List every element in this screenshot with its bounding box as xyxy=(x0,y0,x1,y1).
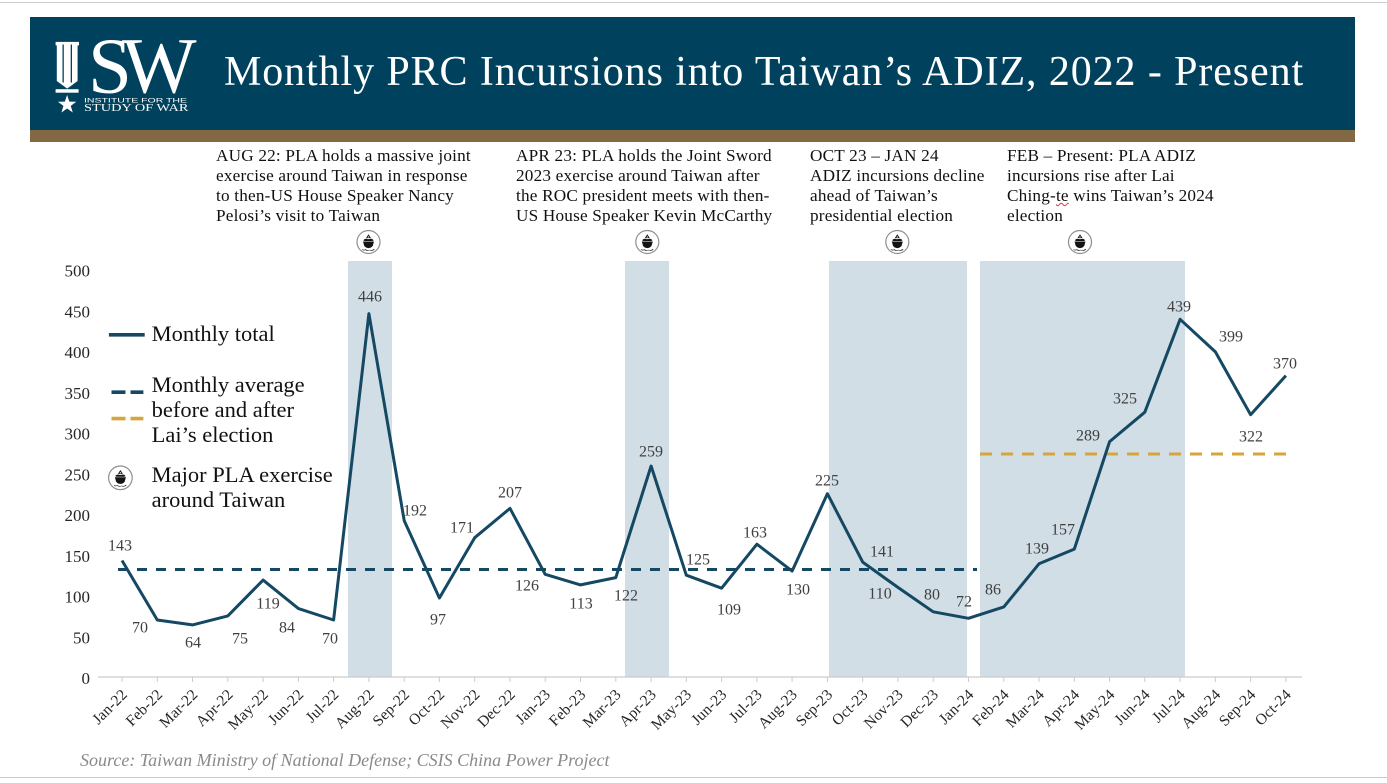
svg-text:70: 70 xyxy=(132,619,148,636)
svg-text:0: 0 xyxy=(82,669,91,688)
svg-text:139: 139 xyxy=(1025,540,1049,557)
svg-text:150: 150 xyxy=(65,547,91,566)
svg-text:Aug-23: Aug-23 xyxy=(755,686,801,732)
svg-text:97: 97 xyxy=(430,611,446,628)
svg-text:350: 350 xyxy=(65,384,91,403)
svg-text:70: 70 xyxy=(322,630,338,647)
svg-text:72: 72 xyxy=(956,593,972,610)
svg-text:200: 200 xyxy=(65,506,91,525)
svg-text:STUDY OF WAR: STUDY OF WAR xyxy=(84,103,190,114)
svg-text:400: 400 xyxy=(65,343,91,362)
svg-text:Dec-23: Dec-23 xyxy=(897,686,942,731)
svg-text:322: 322 xyxy=(1239,428,1263,445)
svg-text:S: S xyxy=(88,25,132,111)
svg-text:143: 143 xyxy=(108,537,132,554)
svg-text:192: 192 xyxy=(403,502,427,519)
svg-text:126: 126 xyxy=(515,577,539,594)
svg-text:119: 119 xyxy=(256,595,279,612)
svg-text:Nov-22: Nov-22 xyxy=(438,686,484,732)
svg-text:50: 50 xyxy=(73,628,90,647)
svg-text:370: 370 xyxy=(1273,355,1297,372)
svg-text:109: 109 xyxy=(717,601,741,618)
svg-text:450: 450 xyxy=(65,302,91,321)
svg-text:Mar-24: Mar-24 xyxy=(1003,686,1048,731)
svg-text:Jan-22: Jan-22 xyxy=(89,686,131,728)
svg-text:84: 84 xyxy=(279,619,295,636)
svg-text:W: W xyxy=(122,25,197,111)
svg-text:325: 325 xyxy=(1113,390,1137,407)
svg-text:Sep-24: Sep-24 xyxy=(1216,686,1260,730)
svg-text:Sep-22: Sep-22 xyxy=(370,686,413,729)
svg-text:399: 399 xyxy=(1219,328,1243,345)
svg-text:Aug-22: Aug-22 xyxy=(332,686,378,732)
svg-text:225: 225 xyxy=(815,472,839,489)
svg-text:122: 122 xyxy=(614,587,638,604)
svg-text:Jun-22: Jun-22 xyxy=(265,686,307,728)
svg-text:141: 141 xyxy=(870,543,894,560)
svg-text:Mar-22: Mar-22 xyxy=(156,686,201,731)
svg-text:300: 300 xyxy=(65,425,91,444)
svg-text:Dec-22: Dec-22 xyxy=(474,686,519,731)
svg-text:64: 64 xyxy=(185,634,201,651)
svg-text:INSTITUTE FOR THE: INSTITUTE FOR THE xyxy=(84,98,187,105)
svg-text:Jun-23: Jun-23 xyxy=(688,686,730,728)
svg-text:446: 446 xyxy=(358,288,382,305)
svg-text:500: 500 xyxy=(65,262,91,281)
svg-text:75: 75 xyxy=(232,630,248,647)
svg-text:113: 113 xyxy=(569,595,592,612)
svg-text:86: 86 xyxy=(985,581,1001,598)
svg-text:163: 163 xyxy=(743,524,767,541)
svg-text:171: 171 xyxy=(450,519,474,536)
svg-text:80: 80 xyxy=(924,586,940,603)
svg-text:289: 289 xyxy=(1076,427,1100,444)
svg-text:Sep-23: Sep-23 xyxy=(793,686,837,730)
svg-text:130: 130 xyxy=(786,581,810,598)
svg-text:207: 207 xyxy=(498,484,522,501)
svg-text:100: 100 xyxy=(65,588,91,607)
svg-text:Nov-23: Nov-23 xyxy=(861,686,907,732)
svg-text:May-22: May-22 xyxy=(225,686,272,733)
svg-text:Oct-24: Oct-24 xyxy=(1252,686,1295,729)
svg-text:110: 110 xyxy=(868,585,891,602)
svg-text:Jan-24: Jan-24 xyxy=(936,686,978,728)
svg-text:Jun-24: Jun-24 xyxy=(1111,686,1153,728)
svg-text:May-23: May-23 xyxy=(648,686,695,733)
svg-text:Aug-24: Aug-24 xyxy=(1178,686,1224,732)
svg-text:Jan-23: Jan-23 xyxy=(512,686,554,728)
svg-text:May-24: May-24 xyxy=(1071,686,1118,733)
svg-text:157: 157 xyxy=(1051,521,1075,538)
svg-text:439: 439 xyxy=(1167,298,1191,315)
svg-text:250: 250 xyxy=(65,465,91,484)
svg-text:Mar-23: Mar-23 xyxy=(580,686,625,731)
svg-text:125: 125 xyxy=(686,551,710,568)
svg-text:259: 259 xyxy=(639,443,663,460)
